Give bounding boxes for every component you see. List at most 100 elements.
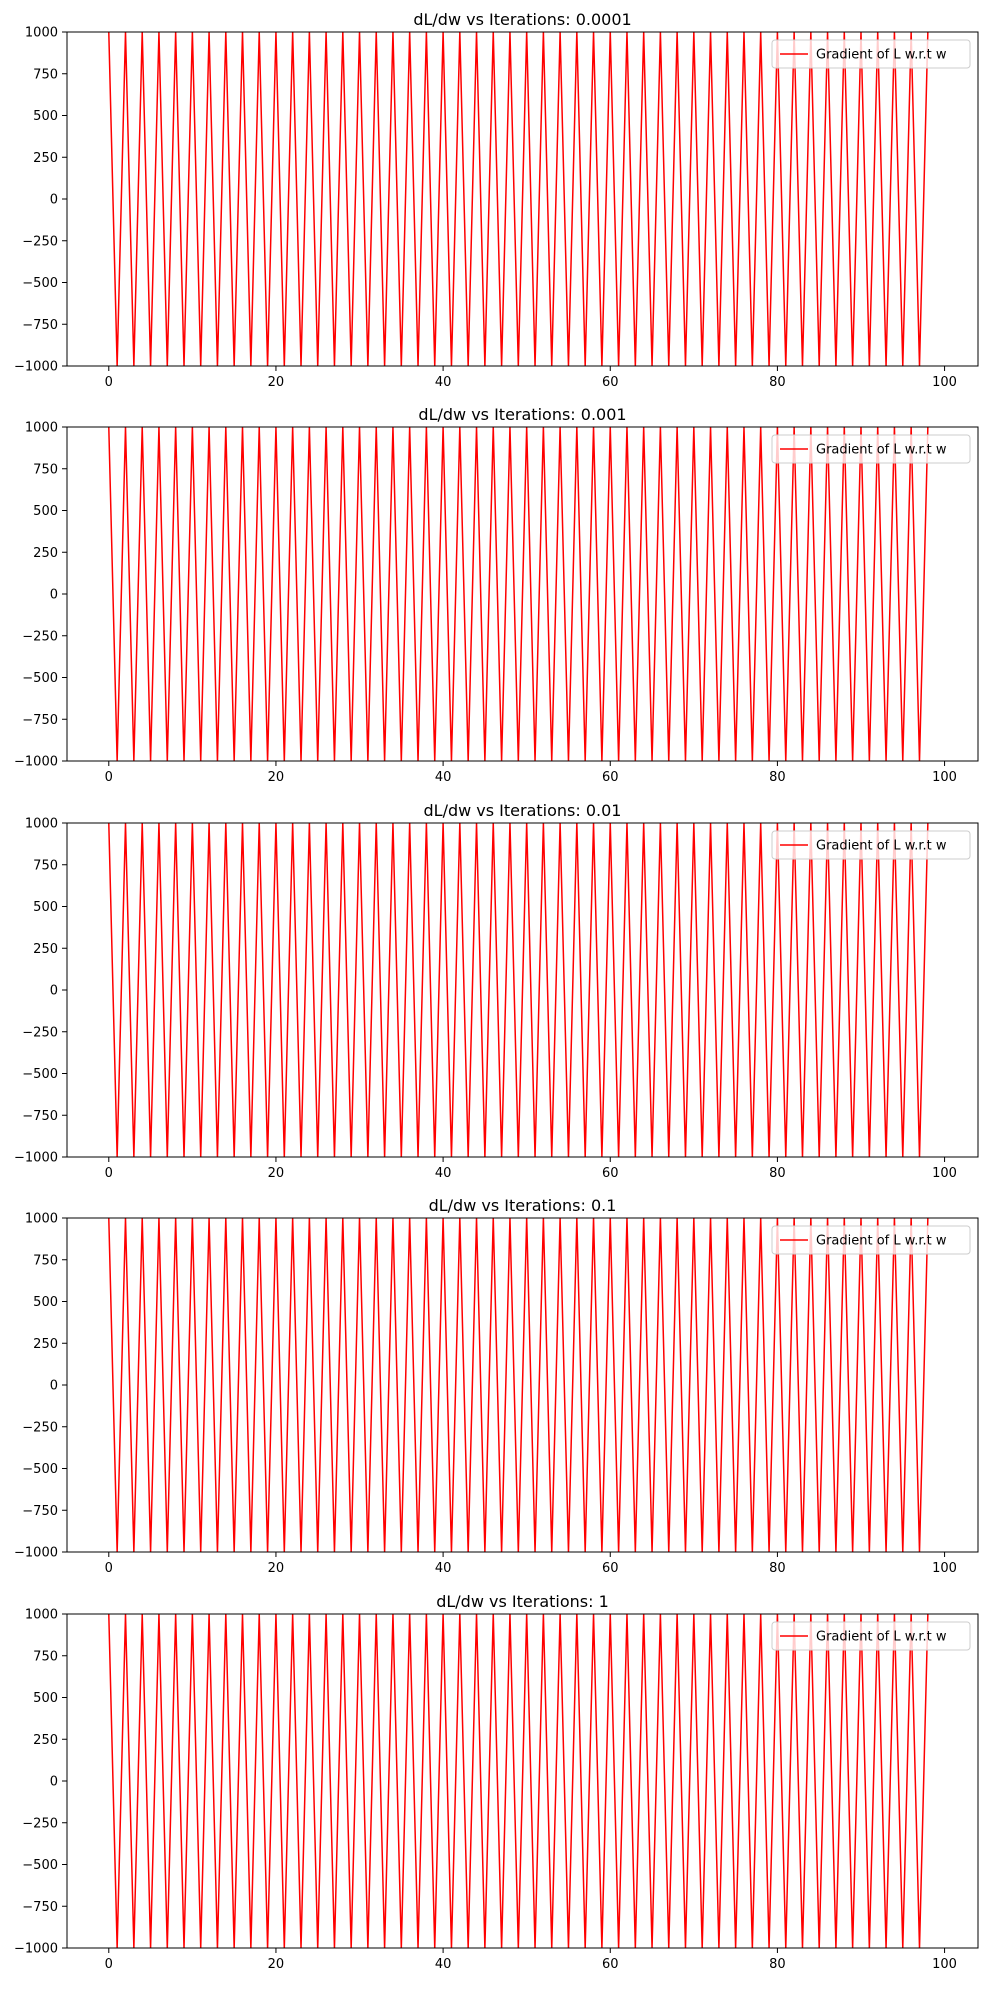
y-tick-label: −1000	[14, 755, 58, 770]
x-tick-label: 20	[268, 375, 285, 390]
subplot-4: dL/dw vs Iterations: 0.1 0 20 40 60 80 100 1000…	[14, 1196, 979, 1576]
y-tick-label: 250	[33, 942, 58, 957]
x-tick-label: 40	[435, 1957, 452, 1972]
y-tick-label: 1000	[25, 26, 58, 41]
y-tick-label: −500	[22, 1858, 58, 1873]
y-tick-label: −250	[22, 1025, 58, 1040]
series-line-1	[108, 427, 929, 761]
y-tick-label: −500	[22, 671, 58, 686]
y-tick-label: 1000	[25, 1608, 58, 1623]
x-tick-label: 40	[435, 375, 452, 390]
legend: Gradient of L w.r.t w	[771, 1225, 971, 1255]
y-tick-label: −1000	[14, 1942, 58, 1957]
x-tick-label: 40	[435, 1561, 452, 1576]
legend-box	[771, 39, 971, 69]
subplot-1: dL/dw vs Iterations: 0.0001 0 20 40 60 80 100 1…	[14, 10, 979, 390]
legend-label: Gradient of L w.r.t w	[816, 1234, 947, 1249]
y-tick-label: 500	[33, 504, 58, 519]
legend: Gradient of L w.r.t w	[771, 434, 971, 464]
y-tick-label: 500	[33, 1295, 58, 1310]
legend-box	[771, 434, 971, 464]
y-tick-label: −750	[22, 318, 58, 333]
x-tick-label: 60	[602, 1166, 619, 1181]
y-tick-label: 750	[33, 1649, 58, 1664]
x-tick-label: 80	[769, 1561, 786, 1576]
x-tick-label: 60	[602, 770, 619, 785]
x-tick-label: 20	[268, 770, 285, 785]
x-tick-label: 0	[105, 1561, 113, 1576]
chart-title: dL/dw vs Iterations: 0.001	[418, 405, 626, 424]
series-line-1	[108, 823, 929, 1157]
y-tick-label: 250	[33, 151, 58, 166]
x-tick-label: 20	[268, 1957, 285, 1972]
x-tick-label: 100	[932, 375, 957, 390]
x-tick-label: 80	[769, 375, 786, 390]
x-tick-label: 40	[435, 1166, 452, 1181]
y-tick-label: −1000	[14, 1546, 58, 1561]
subplot-5: dL/dw vs Iterations: 1 0 20 40 60 80 100 1000 75…	[14, 1592, 979, 1972]
legend: Gradient of L w.r.t w	[771, 39, 971, 69]
series-line-1	[108, 1614, 929, 1948]
x-tick-label: 80	[769, 1957, 786, 1972]
x-tick-label: 100	[932, 1561, 957, 1576]
legend-label: Gradient of L w.r.t w	[816, 1630, 947, 1645]
y-tick-label: 250	[33, 546, 58, 561]
y-tick-label: −500	[22, 1462, 58, 1477]
x-tick-label: 80	[769, 1166, 786, 1181]
legend-label: Gradient of L w.r.t w	[816, 839, 947, 854]
y-tick-label: 1000	[25, 1212, 58, 1227]
x-tick-label: 100	[932, 770, 957, 785]
y-tick-label: 250	[33, 1337, 58, 1352]
y-tick-label: −750	[22, 713, 58, 728]
x-tick-label: 60	[602, 1957, 619, 1972]
y-tick-label: 750	[33, 462, 58, 477]
chart-title: dL/dw vs Iterations: 0.1	[429, 1196, 617, 1215]
chart-title: dL/dw vs Iterations: 1	[436, 1592, 609, 1611]
y-tick-label: 750	[33, 1253, 58, 1268]
y-tick-label: −250	[22, 1816, 58, 1831]
series-line-1	[108, 1218, 929, 1552]
y-tick-label: 500	[33, 1691, 58, 1706]
chart-title: dL/dw vs Iterations: 0.0001	[413, 10, 631, 29]
x-tick-label: 40	[435, 770, 452, 785]
y-tick-label: 500	[33, 900, 58, 915]
chart-title: dL/dw vs Iterations: 0.01	[424, 801, 622, 820]
legend: Gradient of L w.r.t w	[771, 1621, 971, 1651]
y-tick-label: −750	[22, 1504, 58, 1519]
y-tick-label: −500	[22, 1067, 58, 1082]
y-tick-label: −500	[22, 276, 58, 291]
x-tick-label: 100	[932, 1166, 957, 1181]
legend-label: Gradient of L w.r.t w	[816, 443, 947, 458]
y-tick-label: 500	[33, 109, 58, 124]
x-tick-label: 0	[105, 1957, 113, 1972]
x-tick-label: 60	[602, 1561, 619, 1576]
y-tick-label: 250	[33, 1733, 58, 1748]
y-tick-label: −250	[22, 1420, 58, 1435]
series-line-1	[108, 32, 929, 366]
y-tick-label: 1000	[25, 817, 58, 832]
x-tick-label: 0	[105, 1166, 113, 1181]
y-tick-label: 0	[50, 1379, 58, 1394]
legend-box	[771, 1621, 971, 1651]
x-tick-label: 100	[932, 1957, 957, 1972]
y-tick-label: 0	[50, 1775, 58, 1790]
y-tick-label: 0	[50, 193, 58, 208]
x-tick-label: 20	[268, 1561, 285, 1576]
y-tick-label: 750	[33, 858, 58, 873]
y-tick-label: 750	[33, 67, 58, 82]
x-tick-label: 0	[105, 770, 113, 785]
subplot-3: dL/dw vs Iterations: 0.01 0 20 40 60 80 100 100…	[14, 801, 979, 1181]
y-tick-label: −750	[22, 1109, 58, 1124]
x-tick-label: 0	[105, 375, 113, 390]
y-tick-label: 0	[50, 984, 58, 999]
x-tick-label: 20	[268, 1166, 285, 1181]
subplot-2: dL/dw vs Iterations: 0.001 0 20 40 60 80 100 10…	[14, 405, 979, 785]
legend-box	[771, 830, 971, 860]
legend-box	[771, 1225, 971, 1255]
y-tick-label: −1000	[14, 360, 58, 375]
legend-label: Gradient of L w.r.t w	[816, 48, 947, 63]
y-tick-label: −250	[22, 629, 58, 644]
legend: Gradient of L w.r.t w	[771, 830, 971, 860]
y-tick-label: −250	[22, 234, 58, 249]
